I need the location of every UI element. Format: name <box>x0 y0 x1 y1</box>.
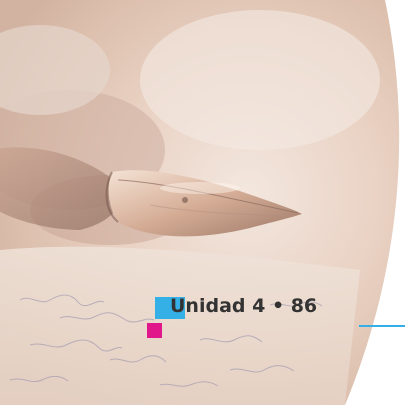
blue-accent-square <box>155 297 185 319</box>
magenta-accent-square <box>147 323 162 338</box>
accent-rule <box>359 325 405 327</box>
unit-page-heading: Unidad 4 • 86 <box>170 295 318 317</box>
